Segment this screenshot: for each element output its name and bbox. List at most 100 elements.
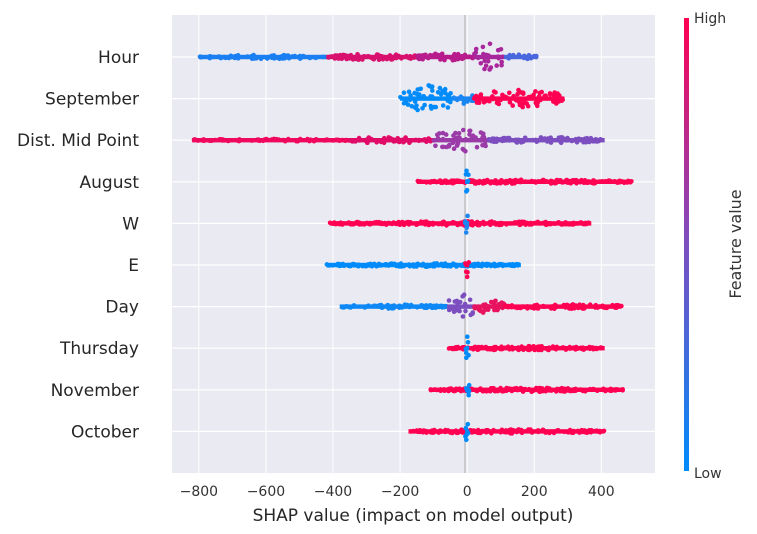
data-point bbox=[491, 428, 496, 434]
data-point bbox=[513, 98, 519, 103]
data-point bbox=[553, 389, 559, 394]
data-point bbox=[515, 91, 520, 97]
data-point bbox=[493, 388, 498, 394]
data-point bbox=[464, 98, 470, 104]
data-point bbox=[365, 140, 370, 145]
data-point bbox=[485, 388, 491, 394]
data-point bbox=[463, 172, 469, 177]
data-point bbox=[473, 221, 479, 227]
data-point bbox=[458, 94, 464, 99]
x-tick-label: 0 bbox=[463, 484, 472, 500]
data-point bbox=[500, 54, 506, 60]
data-point bbox=[477, 178, 482, 184]
data-point bbox=[601, 386, 606, 392]
data-point bbox=[421, 261, 426, 267]
data-point bbox=[456, 263, 461, 268]
data-point bbox=[591, 178, 596, 183]
data-point bbox=[437, 429, 443, 434]
data-point bbox=[412, 90, 417, 96]
data-point bbox=[325, 263, 331, 268]
data-point bbox=[457, 178, 462, 184]
beeswarm-core bbox=[198, 54, 327, 60]
data-point bbox=[501, 135, 506, 141]
data-point bbox=[375, 138, 380, 143]
data-point bbox=[422, 222, 428, 227]
data-point bbox=[518, 178, 524, 183]
data-point bbox=[512, 263, 517, 269]
data-point bbox=[464, 168, 469, 174]
data-point bbox=[396, 220, 402, 226]
data-point bbox=[543, 221, 548, 226]
data-point bbox=[292, 53, 298, 59]
data-point bbox=[563, 305, 568, 310]
data-point bbox=[451, 95, 457, 100]
data-point bbox=[495, 47, 501, 53]
data-point bbox=[513, 220, 518, 225]
data-point bbox=[451, 146, 457, 151]
data-point bbox=[533, 304, 538, 309]
data-point bbox=[431, 138, 437, 143]
data-point bbox=[507, 90, 512, 96]
data-point bbox=[218, 137, 224, 142]
data-point bbox=[569, 138, 575, 144]
data-point bbox=[414, 221, 420, 227]
data-point bbox=[249, 138, 255, 143]
data-point bbox=[442, 261, 448, 266]
data-point bbox=[393, 53, 398, 58]
data-point bbox=[579, 177, 584, 183]
data-point bbox=[463, 261, 468, 266]
data-point bbox=[442, 178, 448, 184]
data-point bbox=[330, 138, 336, 143]
data-point bbox=[494, 97, 500, 103]
data-point bbox=[532, 179, 537, 184]
data-point bbox=[552, 221, 558, 226]
data-point bbox=[530, 137, 535, 143]
data-point bbox=[484, 177, 490, 183]
data-point bbox=[450, 140, 456, 146]
data-point bbox=[381, 55, 387, 60]
data-point bbox=[420, 106, 425, 111]
data-point bbox=[582, 306, 587, 311]
data-point bbox=[608, 388, 613, 393]
data-point bbox=[595, 305, 600, 310]
data-point bbox=[414, 428, 419, 434]
data-point bbox=[521, 53, 527, 59]
data-point bbox=[465, 334, 470, 340]
data-point bbox=[426, 222, 431, 227]
data-point bbox=[508, 221, 513, 226]
data-point bbox=[520, 97, 525, 103]
feature-row-points bbox=[327, 213, 592, 235]
x-tick-label: 200 bbox=[521, 484, 548, 500]
data-point bbox=[453, 54, 458, 59]
data-point bbox=[506, 386, 512, 391]
data-point bbox=[473, 50, 479, 55]
data-point bbox=[465, 430, 471, 436]
data-point bbox=[383, 261, 389, 267]
data-point bbox=[487, 347, 493, 352]
feature-row-points bbox=[415, 168, 634, 194]
data-point bbox=[258, 56, 264, 62]
data-point bbox=[518, 346, 524, 352]
data-point bbox=[462, 301, 468, 307]
data-point bbox=[401, 90, 407, 95]
data-point bbox=[424, 180, 429, 185]
data-point bbox=[440, 130, 446, 136]
data-point bbox=[557, 386, 563, 392]
data-point bbox=[601, 428, 607, 434]
data-point bbox=[233, 137, 238, 143]
data-point bbox=[578, 429, 584, 434]
data-point bbox=[455, 222, 461, 228]
data-point bbox=[498, 97, 503, 103]
data-point bbox=[493, 221, 499, 227]
data-point bbox=[409, 104, 415, 109]
data-point bbox=[421, 429, 427, 435]
data-point bbox=[403, 99, 409, 104]
data-point bbox=[512, 305, 518, 310]
feature-label: August bbox=[80, 173, 140, 193]
data-point bbox=[361, 221, 366, 226]
data-point bbox=[447, 142, 452, 148]
data-point bbox=[429, 304, 435, 309]
data-point bbox=[484, 262, 489, 268]
data-point bbox=[498, 180, 503, 186]
